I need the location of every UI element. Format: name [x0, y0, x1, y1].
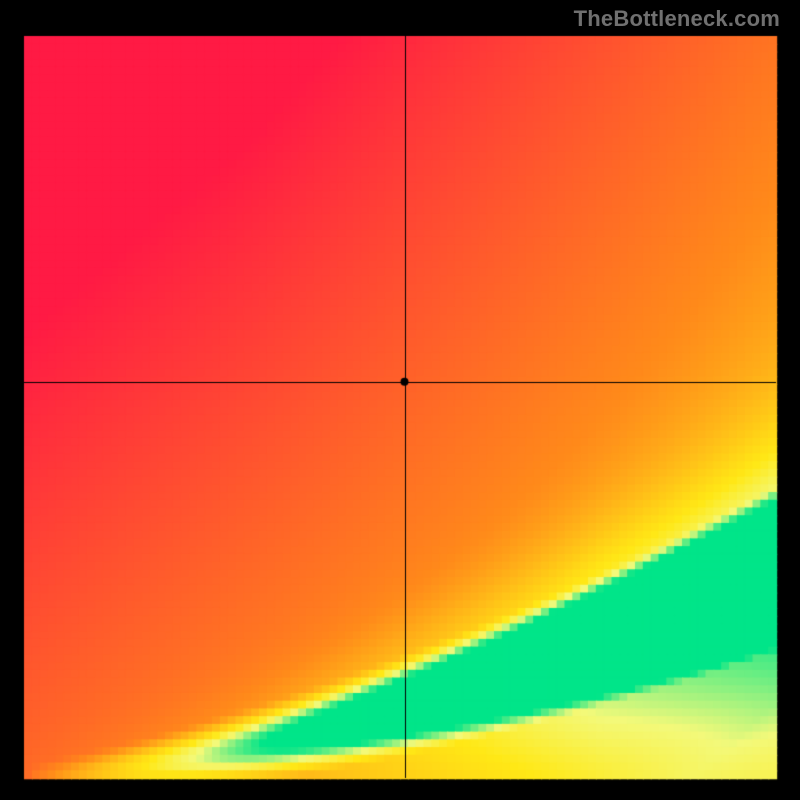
heatmap-canvas: [0, 0, 800, 800]
watermark-text: TheBottleneck.com: [574, 6, 780, 32]
bottleneck-heatmap-container: TheBottleneck.com: [0, 0, 800, 800]
